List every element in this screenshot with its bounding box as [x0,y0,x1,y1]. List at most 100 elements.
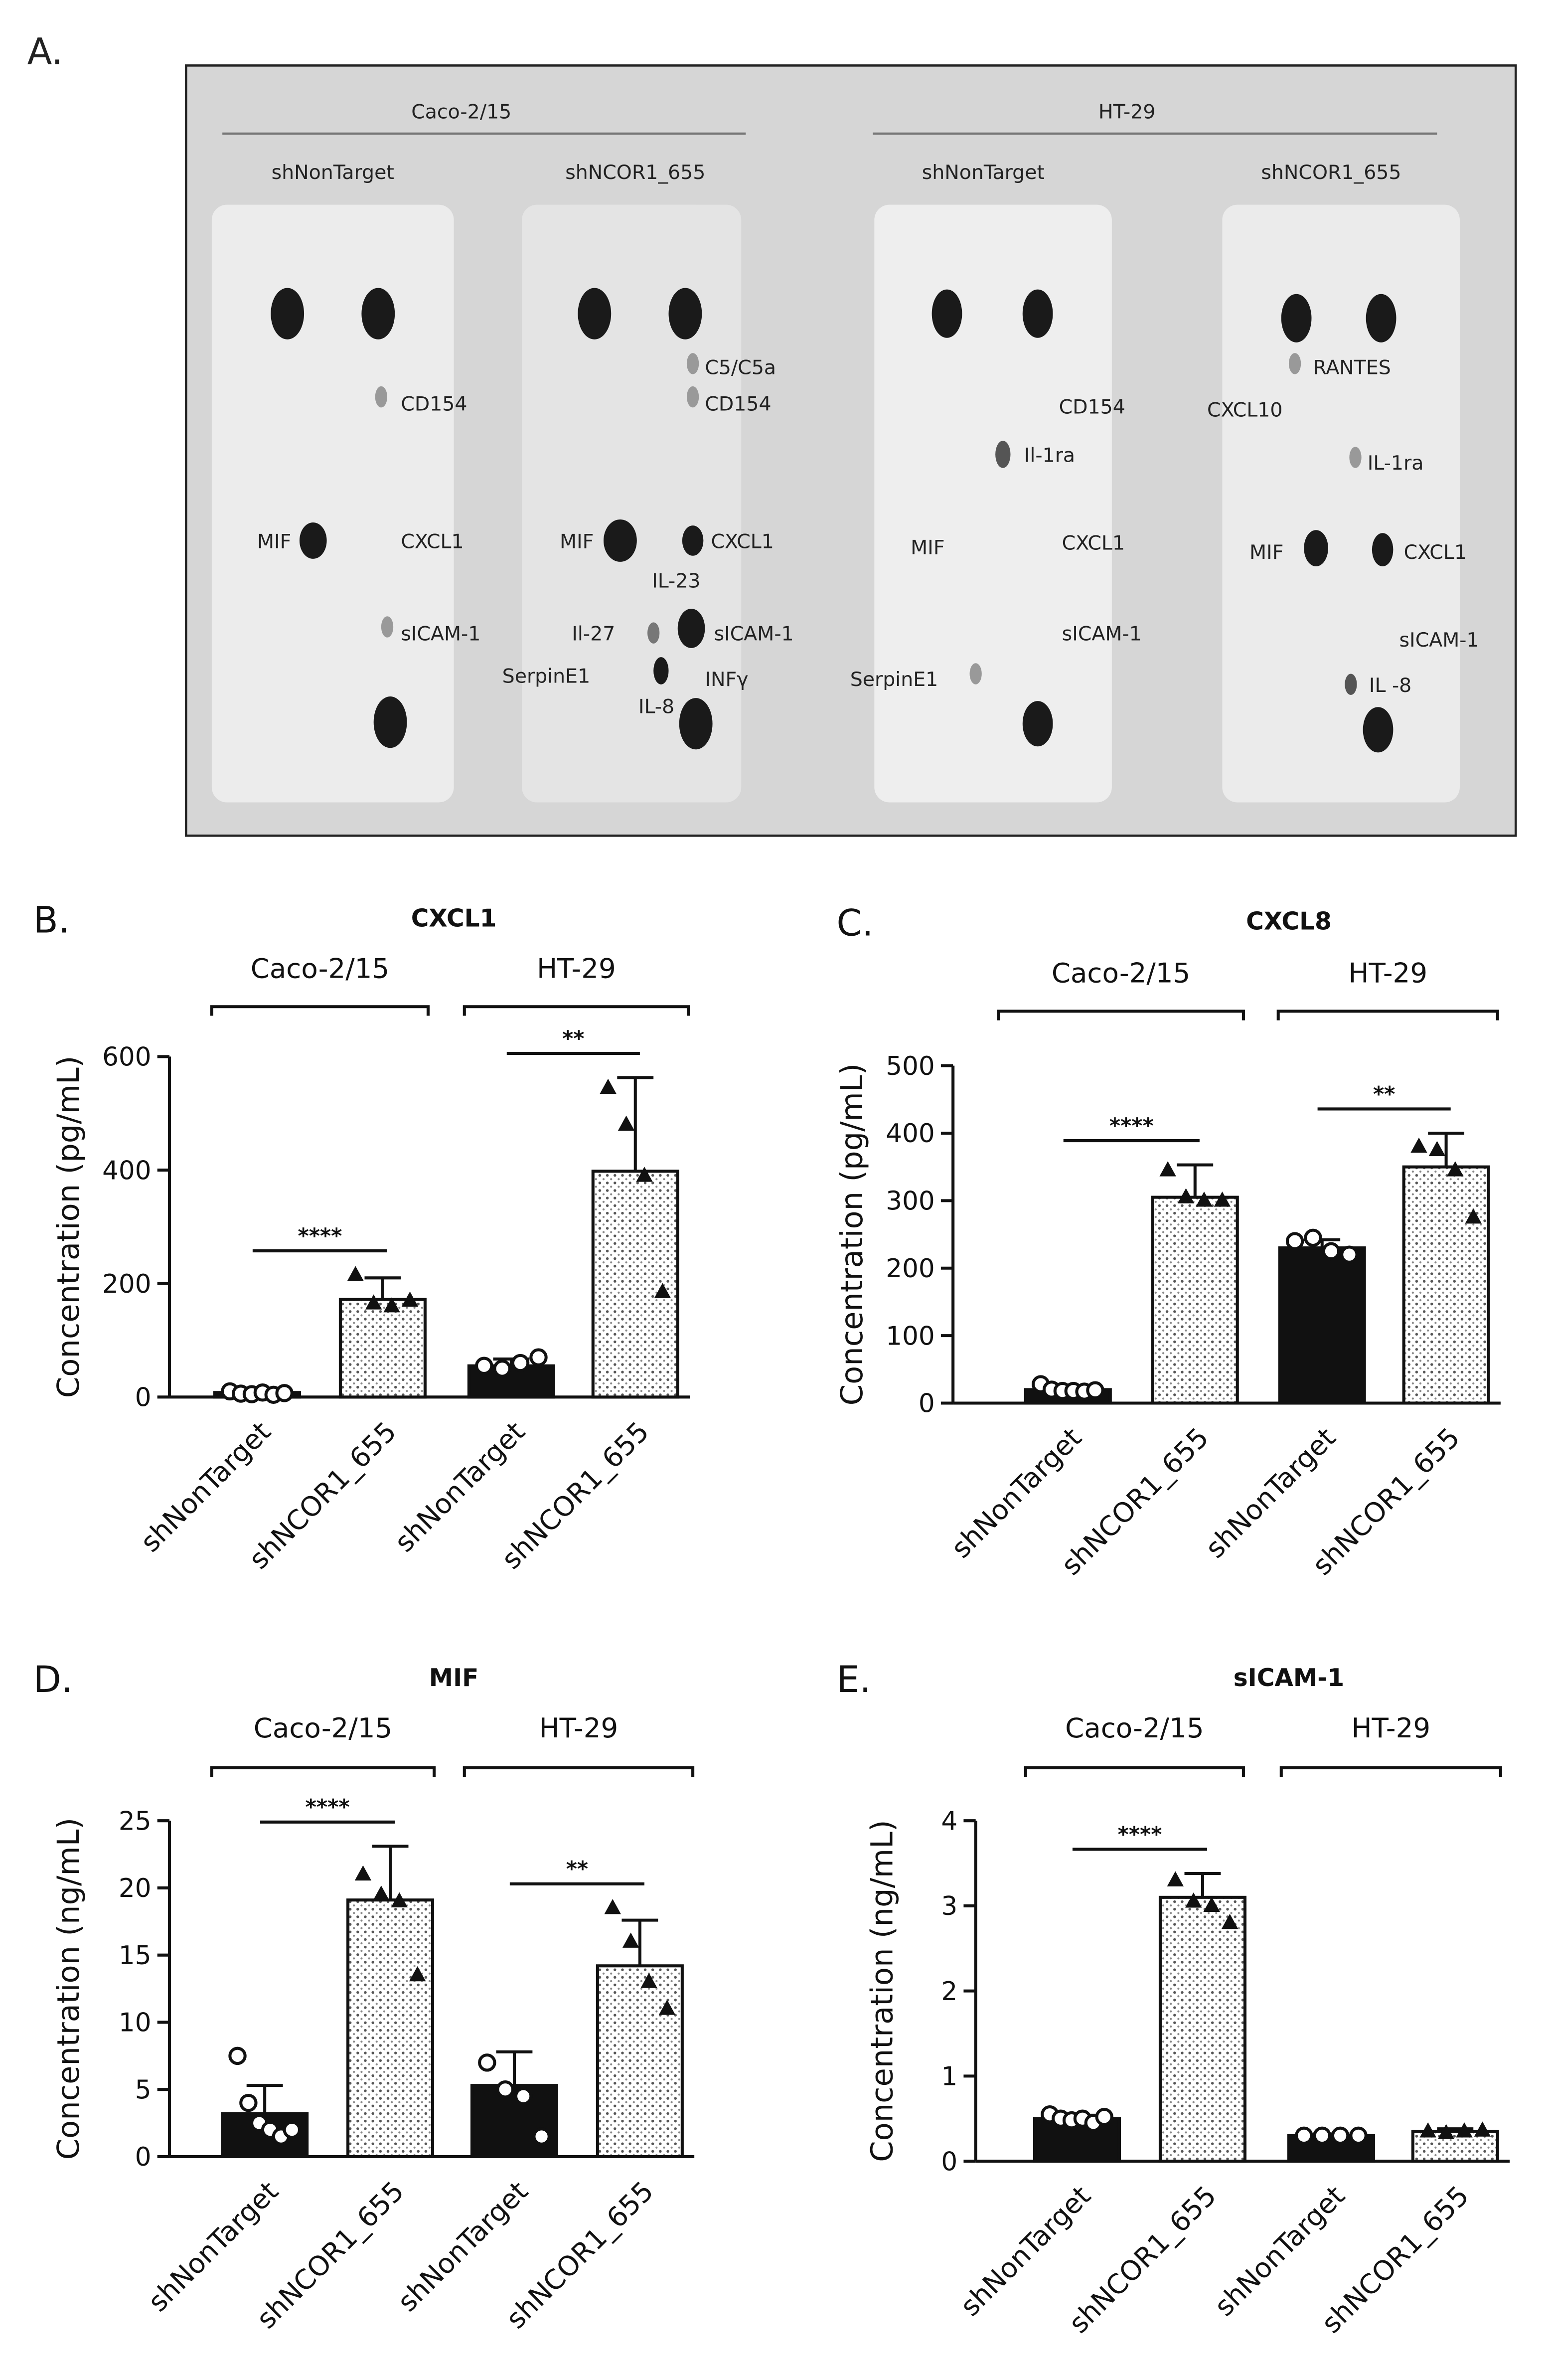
y-tick-label: 400 [886,1119,934,1149]
y-tick-label: 3 [941,1891,957,1921]
data-point [1185,1892,1202,1908]
y-tick-label: 200 [102,1269,151,1299]
spot-label: CXCL1 [711,530,774,553]
y-tick-label: 20 [119,1873,152,1903]
y-tick-label: 0 [941,2147,957,2177]
y-tick-label: 4 [941,1806,957,1836]
spot-label: SerpinE1 [502,665,591,688]
bar [338,1298,427,1399]
data-point [496,2080,514,2099]
chart-title: CXCL8 [1246,907,1332,935]
group-label: Caco-2/15 [251,953,389,985]
x-tick-label: shNonTarget [134,1415,277,1558]
significance-label: **** [298,1224,342,1249]
blot-panel: A. Caco-2/15 HT-29 shNonTarget shNCOR1_6… [27,30,1517,837]
data-point [1203,1896,1220,1912]
error-bar [1428,1131,1465,1167]
data-point [604,1899,621,1914]
data-point [1196,1191,1213,1207]
data-point [1086,1381,1104,1399]
data-point [401,1291,419,1307]
spot-label: MIF [911,536,944,559]
cell-line: HT-29 [1098,101,1156,124]
data-point [391,1892,408,1908]
spot-label: CD154 [401,392,467,415]
bar [1158,1895,1246,2163]
y-tick-label: 400 [102,1156,151,1186]
data-point [1295,2126,1313,2145]
y-axis-label: Concentration (ng/mL) [51,1818,86,2160]
data-point [1410,1137,1427,1153]
y-tick-label: 0 [135,1383,152,1413]
membrane [522,204,742,803]
error-bar [246,2084,283,2114]
panel-label: A. [27,30,63,73]
membrane [874,204,1112,803]
spot-label: CD154 [705,392,771,415]
y-axis-label: Concentration (pg/mL) [51,1056,86,1398]
spot-label: C5/C5a [705,356,776,379]
x-tick-label: shNonTarget [954,2180,1096,2322]
x-tick-label: shNonTarget [1199,1421,1342,1564]
spot-label: CXCL10 [1207,399,1282,422]
panel-label: C. [836,902,873,945]
chart-title: MIF [429,1664,479,1692]
data-point [1428,1141,1446,1156]
y-tick-label: 600 [102,1042,151,1072]
data-point [493,1360,511,1378]
data-point [239,2093,258,2112]
spot-label: MIF [560,530,594,553]
x-tick-label: shNonTarget [945,1421,1087,1564]
group-label: Caco-2/15 [1052,957,1190,989]
spot-label: Il-27 [572,623,615,646]
y-tick-label: 0 [135,2142,152,2172]
data-point [365,1294,382,1310]
condition: shNCOR1_655 [1261,161,1401,184]
panel-label: D. [33,1659,73,1701]
panel-label: B. [33,899,70,942]
spot-label: CXCL1 [1404,541,1467,564]
error-bar [621,1918,658,1966]
cell-line: Caco-2/15 [411,101,511,124]
bar [1278,1246,1366,1405]
y-axis-label: Concentration (ng/mL) [865,1820,900,2162]
y-tick-label: 300 [886,1187,934,1216]
spot-label: IL -8 [1369,674,1411,697]
data-point [1456,2122,1473,2138]
spot-label: MIF [1249,541,1283,564]
data-point [1167,1871,1184,1886]
y-tick-label: 15 [119,1941,152,1971]
data-point [640,1973,657,1988]
bar [1402,1165,1490,1405]
data-point [600,1078,617,1094]
group-label: HT-29 [1348,957,1427,989]
data-point [1419,2122,1436,2138]
y-tick-label: 200 [886,1254,934,1284]
bar [346,1898,435,2159]
spot-label: Il-1ra [1024,444,1075,467]
membrane-labels: CD154 MIF CXCL1 sICAM-1 C5/C5a CD154 MIF CXCL1 I… [257,356,1479,718]
data-point [1447,1161,1464,1177]
error-bar [617,1076,654,1172]
x-tick-label: shNonTarget [388,1415,531,1558]
significance-label: **** [1109,1114,1154,1139]
group-bracket [1024,1766,1245,1777]
x-tick-label: shNonTarget [142,2175,284,2318]
spot-label: IL-1ra [1368,452,1424,475]
condition: shNonTarget [922,161,1045,184]
data-point [1349,2126,1368,2145]
data-point [514,2087,533,2105]
x-tick-label: shNonTarget [391,2175,534,2318]
data-point [1340,1245,1359,1264]
spot-label: CD154 [1059,395,1125,418]
y-tick-label: 100 [886,1321,934,1351]
data-point [529,1348,548,1366]
y-tick-label: 10 [119,2008,152,2038]
spot-label: MIF [257,530,291,553]
chart-title: CXCL1 [411,904,497,932]
group-label: HT-29 [537,953,616,985]
data-point [354,1865,372,1881]
group-label: HT-29 [1351,1712,1430,1744]
data-point [532,2127,551,2146]
